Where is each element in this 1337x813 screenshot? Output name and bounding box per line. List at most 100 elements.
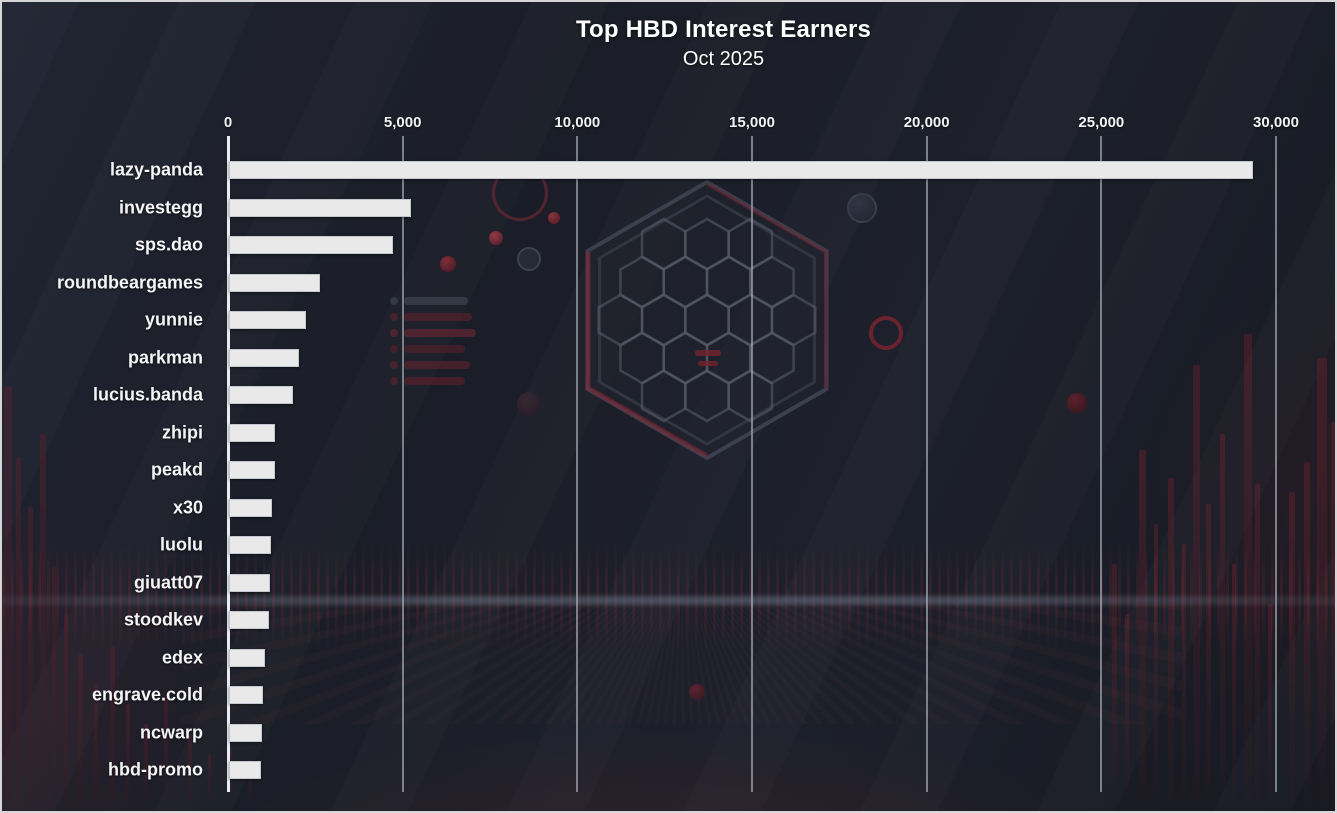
bar-luolu — [229, 536, 271, 554]
category-label: lazy-panda — [109, 159, 203, 180]
eq-bar — [4, 387, 12, 802]
category-label: parkman — [127, 347, 203, 367]
x-tick-label: 25,000 — [1078, 114, 1125, 131]
bar-zhipi — [229, 423, 276, 442]
category-label: x30 — [172, 497, 203, 517]
eq-bar — [1232, 564, 1236, 802]
eq-bar — [94, 684, 98, 802]
mini-list-motif — [390, 297, 476, 393]
motif-row — [390, 361, 476, 369]
motif-bar — [404, 361, 470, 369]
bar-engrave.cold — [229, 686, 263, 704]
eq-bar — [1331, 422, 1335, 802]
gridline — [576, 136, 579, 792]
bar-giuatt07 — [229, 573, 270, 592]
eq-bar — [1182, 544, 1186, 802]
eq-bar — [1193, 365, 1200, 802]
gridline — [751, 136, 753, 792]
motif-bar — [404, 297, 468, 305]
motif-bar — [404, 377, 465, 385]
motif-dot — [390, 297, 398, 305]
bar-x30 — [229, 498, 272, 517]
eq-bar — [1206, 504, 1211, 802]
motif-row — [390, 377, 476, 385]
decor-circle — [847, 193, 877, 223]
motif-row — [390, 329, 476, 337]
eq-bar — [1112, 564, 1117, 802]
motif-row — [390, 297, 476, 305]
motif-bar — [404, 345, 465, 353]
ray-fan-pattern — [182, 604, 1182, 724]
eq-bar — [208, 754, 211, 802]
waveform-stripe-band — [2, 542, 1335, 652]
eq-bar — [1125, 614, 1129, 802]
bar-lazy-panda — [229, 161, 1253, 179]
eq-bar — [164, 697, 168, 802]
honeycomb-hexagon-emblem — [554, 174, 860, 471]
eq-bar — [1220, 434, 1225, 802]
eq-bar — [1139, 450, 1146, 802]
eq-bar — [248, 760, 252, 802]
category-label: lucius.banda — [92, 384, 203, 405]
eq-bar — [1244, 334, 1252, 802]
eq-bar — [52, 567, 56, 802]
gridline — [1100, 136, 1103, 792]
bar-yunnie — [229, 311, 306, 329]
bar-edex — [229, 648, 266, 667]
motif-row — [390, 313, 476, 321]
bar-parkman — [229, 348, 299, 367]
eq-bar — [1154, 524, 1158, 802]
category-label: investegg — [118, 197, 203, 217]
x-tick-label: 0 — [223, 114, 233, 131]
bar-stoodkev — [229, 611, 269, 629]
title-block: Top HBD Interest Earners Oct 2025 — [112, 16, 1335, 71]
bar-peakd — [229, 461, 275, 479]
category-label: hbd-promo — [108, 759, 203, 780]
category-label: yunnie — [144, 309, 203, 330]
decor-circle — [548, 212, 560, 224]
decor-circle — [517, 247, 541, 271]
motif-dot — [390, 345, 398, 353]
motif-dot — [390, 313, 398, 321]
category-label: giuatt07 — [133, 572, 203, 592]
eq-bar — [16, 457, 21, 802]
horizon-glow-line — [2, 596, 1335, 605]
category-label: stoodkev — [123, 609, 203, 630]
bar-lucius.banda — [229, 386, 293, 404]
bar-investegg — [229, 198, 411, 217]
eq-bar — [78, 654, 83, 802]
eq-bar — [1304, 462, 1310, 802]
eq-bar — [1255, 484, 1260, 802]
gridline — [401, 136, 404, 792]
bar-hbd-promo — [229, 761, 261, 779]
y-axis-line — [227, 136, 230, 792]
bar-roundbeargames — [229, 273, 320, 292]
gridline — [925, 136, 928, 792]
decor-circle — [489, 231, 503, 245]
motif-row — [390, 345, 476, 353]
category-label: zhipi — [162, 422, 203, 442]
motif-dot — [390, 329, 398, 337]
motif-dot — [390, 361, 398, 369]
decor-circle — [869, 316, 903, 350]
motif-bar — [404, 329, 476, 337]
x-tick-label: 30,000 — [1253, 114, 1299, 131]
decor-circle — [517, 392, 541, 416]
chart-title: Top HBD Interest Earners — [575, 16, 872, 43]
category-label: ncwarp — [139, 722, 203, 742]
eq-bar — [64, 614, 68, 802]
decor-circle — [1067, 393, 1087, 413]
category-label: sps.dao — [134, 234, 203, 255]
x-tick-label: 20,000 — [903, 114, 950, 131]
bar-sps.dao — [229, 236, 393, 254]
eq-bar — [126, 704, 130, 802]
decor-circle — [689, 684, 705, 700]
category-label: peakd — [150, 459, 203, 480]
decor-circle — [440, 256, 456, 272]
x-tick-label: 10,000 — [554, 114, 601, 131]
motif-bar — [404, 313, 472, 321]
bar-ncwarp — [229, 723, 263, 742]
motif-dot — [390, 377, 398, 385]
